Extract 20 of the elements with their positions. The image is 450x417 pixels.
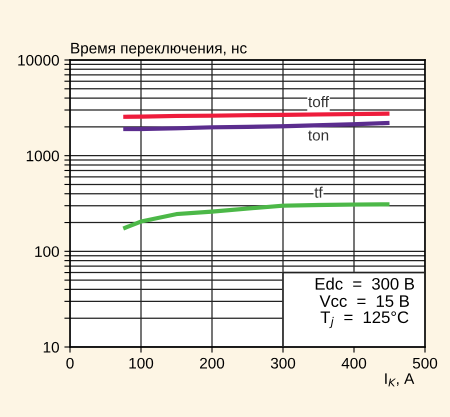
y-tick-label: 1000: [26, 150, 59, 162]
x-tick-label: 0: [66, 358, 74, 369]
series-label: toff: [308, 96, 330, 108]
annotation: T$_{j}$ = 125°C: [320, 311, 408, 328]
annotation: Vcc = 15 B: [320, 295, 409, 307]
x-tick-label: 100: [129, 358, 154, 369]
y-axis-title: Время переключения, нс: [71, 42, 247, 57]
series-label: tf: [314, 186, 323, 198]
y-tick-label: 10000: [18, 54, 59, 66]
annotation: Edc = 300 B: [316, 278, 414, 290]
line-series: [121, 120, 392, 132]
x-axis-title: I$_{K}$, A: [385, 373, 414, 386]
y-tick-label: 10: [44, 342, 59, 353]
series-label: ton: [308, 130, 328, 141]
y-tick-label: 100: [35, 246, 59, 258]
x-tick-label: 200: [200, 358, 224, 369]
x-tick-label: 300: [270, 358, 296, 369]
x-tick-label: 500: [412, 358, 438, 369]
x-tick-label: 400: [342, 358, 366, 369]
line-series: [121, 202, 392, 231]
